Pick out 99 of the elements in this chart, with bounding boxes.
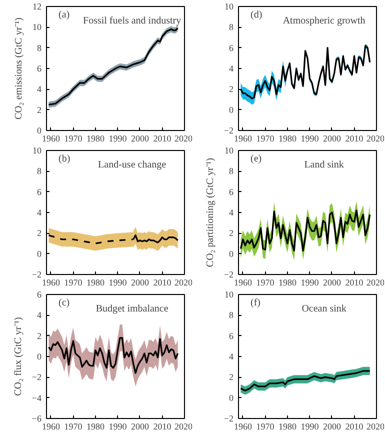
x-tick-label: 1990 bbox=[108, 134, 128, 144]
y-tick-label: 6 bbox=[229, 42, 234, 53]
y-tick-label: 10 bbox=[32, 22, 42, 32]
x-tick-label: 2000 bbox=[322, 422, 342, 432]
x-tick-label: 1970 bbox=[256, 134, 275, 144]
annotation: (c) bbox=[58, 298, 70, 308]
y-tick-label: 10 bbox=[32, 146, 42, 156]
x-tick-label: 1970 bbox=[64, 134, 83, 144]
annotation: (a) bbox=[58, 10, 70, 20]
x-tick-label: 1990 bbox=[300, 278, 320, 288]
y-tick-label: −2 bbox=[224, 270, 234, 280]
y-tick-label: 8 bbox=[37, 166, 42, 176]
y-tick-label: 2 bbox=[37, 330, 42, 341]
y-tick-label: 6 bbox=[37, 290, 42, 300]
y-tick-label: 2 bbox=[229, 372, 234, 382]
x-tick-label: 1990 bbox=[300, 422, 320, 432]
x-tick-label: 1980 bbox=[86, 278, 105, 288]
x-tick-label: 1970 bbox=[64, 278, 83, 288]
y-tick-label: 4 bbox=[229, 208, 234, 218]
y-tick-label: 4 bbox=[229, 64, 234, 74]
x-tick-label: 2000 bbox=[322, 278, 342, 288]
y-tick-label: 0 bbox=[37, 352, 42, 362]
text: Fossil fuels and industry bbox=[83, 15, 182, 26]
x-tick-label: 2010 bbox=[153, 278, 172, 288]
y-tick-label: 2 bbox=[37, 228, 42, 238]
y-tick-label: −6 bbox=[32, 414, 42, 424]
x-tick-label: 1960 bbox=[42, 422, 60, 432]
x-tick-label: 1980 bbox=[278, 134, 297, 144]
y-tick-label: 6 bbox=[37, 186, 42, 197]
x-tick-label: 2010 bbox=[345, 278, 364, 288]
y-tick-label: 0 bbox=[37, 248, 42, 259]
annotation: (f) bbox=[250, 298, 260, 308]
annotation: (b) bbox=[58, 154, 70, 164]
x-tick-label: 2020 bbox=[174, 278, 193, 288]
y-tick-label: 0 bbox=[229, 104, 234, 115]
x-tick-label: 2020 bbox=[174, 134, 193, 144]
y-tick-label: −2 bbox=[32, 270, 42, 280]
y-tick-label: 4 bbox=[37, 84, 42, 94]
x-tick-label: 1970 bbox=[256, 278, 275, 288]
x-tick-label: 2010 bbox=[345, 134, 364, 144]
x-tick-label: 1960 bbox=[234, 134, 252, 144]
y-tick-label: 10 bbox=[224, 290, 234, 300]
x-tick-label: 1960 bbox=[234, 278, 252, 288]
y-tick-label: −2 bbox=[224, 126, 234, 136]
x-tick-label: 2020 bbox=[366, 278, 385, 288]
x-tick-label: 1980 bbox=[278, 278, 297, 288]
y-tick-label: 2 bbox=[229, 84, 234, 94]
x-tick-label: 1980 bbox=[86, 134, 105, 144]
x-tick-label: 2000 bbox=[130, 278, 150, 288]
y-tick-label: 12 bbox=[32, 2, 42, 12]
y-tick-label: 0 bbox=[229, 248, 234, 259]
text: Budget imbalance bbox=[96, 303, 169, 314]
x-tick-label: 1960 bbox=[42, 134, 60, 144]
y-tick-label: −2 bbox=[224, 414, 234, 424]
y-tick-label: 8 bbox=[229, 22, 234, 32]
x-tick-label: 2010 bbox=[153, 422, 172, 432]
y-tick-label: 6 bbox=[37, 64, 42, 74]
text: Ocean sink bbox=[302, 303, 346, 314]
y-tick-label: −4 bbox=[32, 392, 42, 403]
x-tick-label: 2000 bbox=[322, 134, 342, 144]
x-tick-label: 1970 bbox=[64, 422, 83, 432]
text: Land sink bbox=[304, 159, 344, 170]
y-tick-label: 0 bbox=[37, 126, 42, 136]
y-tick-label: 2 bbox=[37, 104, 42, 115]
y-tick-label: 10 bbox=[224, 2, 234, 12]
y-axis-title: CO₂ partitioning (GtC yr⁻¹) bbox=[204, 158, 216, 268]
y-tick-label: 8 bbox=[229, 166, 234, 176]
y-tick-label: 6 bbox=[229, 330, 234, 341]
y-tick-label: 4 bbox=[229, 352, 234, 362]
x-tick-label: 1980 bbox=[278, 422, 297, 432]
x-tick-label: 2020 bbox=[366, 422, 385, 432]
x-tick-label: 1970 bbox=[256, 422, 275, 432]
x-tick-label: 2020 bbox=[366, 134, 385, 144]
y-tick-label: 2 bbox=[229, 228, 234, 238]
y-tick-label: 0 bbox=[229, 392, 234, 403]
y-tick-label: 8 bbox=[229, 310, 234, 320]
x-tick-label: 1990 bbox=[300, 134, 320, 144]
y-tick-label: 8 bbox=[37, 42, 42, 53]
x-tick-label: 1990 bbox=[108, 422, 128, 432]
y-axis-title: CO₂ emissions (GtC yr⁻¹) bbox=[14, 18, 24, 120]
x-tick-label: 2000 bbox=[130, 134, 150, 144]
x-tick-label: 1960 bbox=[42, 278, 60, 288]
text: Land-use change bbox=[98, 159, 167, 170]
y-tick-label: −2 bbox=[32, 372, 42, 382]
x-tick-label: 1980 bbox=[86, 422, 105, 432]
x-tick-label: 2010 bbox=[153, 134, 172, 144]
y-axis-title: CO₂ flux (GtC yr⁻¹) bbox=[12, 317, 24, 396]
x-tick-label: 2000 bbox=[130, 422, 150, 432]
x-tick-label: 1990 bbox=[108, 278, 128, 288]
y-tick-label: 10 bbox=[224, 146, 234, 156]
x-tick-label: 1960 bbox=[234, 422, 252, 432]
annotation: (e) bbox=[250, 154, 262, 164]
annotation: (d) bbox=[250, 10, 262, 20]
y-tick-label: 6 bbox=[229, 186, 234, 197]
y-tick-label: 4 bbox=[37, 208, 42, 218]
text: Atmospheric growth bbox=[282, 15, 366, 26]
x-tick-label: 2020 bbox=[174, 422, 193, 432]
y-tick-label: 4 bbox=[37, 310, 42, 320]
x-tick-label: 2010 bbox=[345, 422, 364, 432]
